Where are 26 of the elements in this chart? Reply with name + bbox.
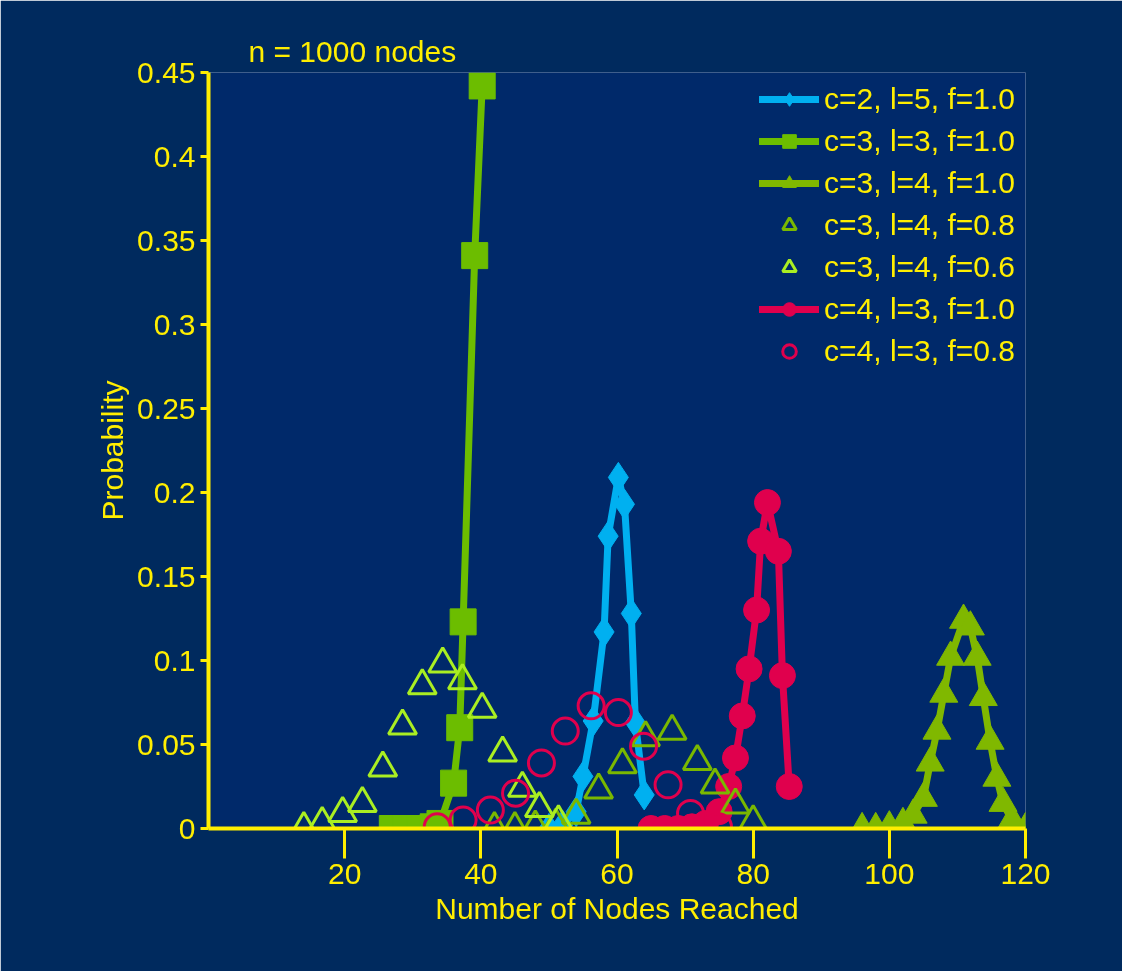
y-tick-label: 0.1: [153, 643, 196, 677]
legend-label: c=3, l=4, f=0.6: [824, 250, 1015, 284]
legend-label: c=4, l=3, f=0.8: [824, 334, 1015, 368]
x-tick-label: 60: [600, 856, 634, 890]
legend-label: c=3, l=4, f=0.8: [824, 208, 1015, 242]
x-tick-label: 120: [1000, 856, 1051, 890]
x-tick-label: 80: [736, 856, 770, 890]
legend-label: c=4, l=3, f=1.0: [824, 292, 1015, 326]
x-tick-label: 20: [327, 856, 362, 890]
y-tick-label: 0.25: [137, 391, 196, 425]
chart-title: n = 1000 nodes: [248, 34, 457, 68]
x-tick-label: 40: [464, 856, 498, 890]
y-tick-label: 0.05: [137, 727, 196, 761]
y-tick-label: 0.15: [137, 559, 196, 593]
legend-label: c=3, l=4, f=1.0: [824, 166, 1015, 200]
legend-label: c=3, l=3, f=1.0: [824, 124, 1015, 158]
legend-label: c=2, l=5, f=1.0: [824, 82, 1015, 116]
y-tick-label: 0.4: [153, 139, 196, 173]
y-tick-label: 0.35: [137, 223, 196, 257]
y-tick-label: 0.3: [153, 307, 196, 341]
x-tick-label: 100: [864, 856, 915, 890]
y-tick-label: 0.45: [137, 55, 196, 89]
x-axis-title: Number of Nodes Reached: [435, 891, 799, 925]
y-axis-title: Probability: [96, 380, 130, 521]
y-tick-label: 0.2: [153, 475, 196, 509]
y-tick-label: 0: [178, 811, 196, 845]
